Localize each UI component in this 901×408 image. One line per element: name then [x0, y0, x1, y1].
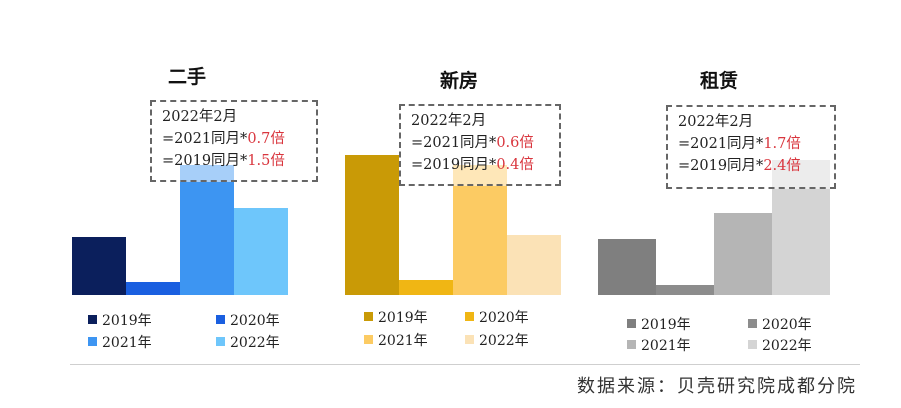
chart-2-annotation-vs-2021: =2021同月*0.6倍: [411, 132, 549, 154]
chart-1-legend-label-2: 2020年: [230, 313, 280, 329]
chart-2-title: 新房: [440, 70, 479, 92]
chart-2-legend-label-2: 2020年: [479, 310, 529, 326]
chart-2-annotation-vs-2019-ratio: 0.4倍: [496, 157, 534, 173]
chart-1-legend-item-2: 2020年: [216, 310, 280, 330]
chart-3-annotation-box: 2022年2月 =2021同月*1.7倍 =2019同月*2.4倍: [666, 105, 836, 189]
chart-3-legend-swatch-2: [748, 319, 757, 328]
chart-3-legend-label-1: 2019年: [641, 317, 691, 333]
chart-3-annotation-vs-2021-ratio: 1.7倍: [763, 136, 801, 152]
chart-1-annotation-box: 2022年2月 =2021同月*0.7倍 =2019同月*1.5倍: [150, 100, 318, 182]
chart-3-legend-swatch-1: [627, 319, 636, 328]
chart-3-title: 租赁: [700, 70, 739, 92]
chart-2-legend-swatch-1: [364, 312, 373, 321]
chart-1-legend-item-3: 2021年: [88, 332, 152, 352]
chart-1-bar-4: [234, 208, 288, 295]
chart-2-bar-3: [453, 165, 507, 295]
chart-3-legend-item-1: 2019年: [627, 314, 691, 334]
chart-3-annotation-vs-2019-ratio: 2.4倍: [763, 158, 801, 174]
chart-1-legend-label-4: 2022年: [230, 335, 280, 351]
chart-1-bar-1: [72, 237, 126, 295]
chart-1-annotation-vs-2021-label: =2021同月*: [162, 131, 248, 147]
chart-3-legend-label-4: 2022年: [762, 338, 812, 354]
chart-1-bar-3: [180, 165, 234, 295]
chart-1-title: 二手: [168, 66, 207, 88]
chart-3-annotation-vs-2021-label: =2021同月*: [678, 136, 764, 152]
chart-3-legend-item-4: 2022年: [748, 335, 812, 355]
chart-2-legend-swatch-4: [465, 335, 474, 344]
chart-2-annotation-date: 2022年2月: [411, 113, 487, 129]
chart-1-bar-2: [126, 282, 180, 295]
chart-2-bar-4: [507, 235, 561, 295]
chart-3-legend-item-2: 2020年: [748, 314, 812, 334]
chart-1-annotation-date: 2022年2月: [162, 109, 238, 125]
chart-2-bar-1: [345, 155, 399, 295]
chart-2-legend-item-3: 2021年: [364, 330, 428, 350]
chart-3-annotation-vs-2019-label: =2019同月*: [678, 158, 764, 174]
chart-2-bar-2: [399, 280, 453, 295]
chart-1-legend-swatch-1: [88, 315, 97, 324]
chart-2-legend-item-2: 2020年: [465, 307, 529, 327]
chart-1-annotation-vs-2019: =2019同月*1.5倍: [162, 150, 306, 172]
source-note: 数据来源：贝壳研究院成都分院: [577, 376, 857, 397]
chart-1-legend-swatch-3: [88, 337, 97, 346]
chart-2-legend-swatch-2: [465, 312, 474, 321]
chart-2-annotation-vs-2019-label: =2019同月*: [411, 157, 497, 173]
chart-3-legend-swatch-4: [748, 340, 757, 349]
chart-3-legend-swatch-3: [627, 340, 636, 349]
chart-2-legend-item-4: 2022年: [465, 330, 529, 350]
chart-2-legend-swatch-3: [364, 335, 373, 344]
chart-1-annotation-vs-2019-label: =2019同月*: [162, 153, 248, 169]
chart-1-legend-item-1: 2019年: [88, 310, 152, 330]
chart-3-annotation-date: 2022年2月: [678, 114, 754, 130]
chart-3-annotation-vs-2021: =2021同月*1.7倍: [678, 133, 824, 155]
chart-2-annotation-box: 2022年2月 =2021同月*0.6倍 =2019同月*0.4倍: [399, 104, 561, 186]
chart-3-legend-label-2: 2020年: [762, 317, 812, 333]
chart-3-bar-2: [656, 285, 714, 295]
chart-1-annotation-vs-2021: =2021同月*0.7倍: [162, 128, 306, 150]
chart-2-annotation-vs-2021-label: =2021同月*: [411, 135, 497, 151]
chart-1-annotation-vs-2019-ratio: 1.5倍: [247, 153, 285, 169]
chart-1-annotation-vs-2021-ratio: 0.7倍: [247, 131, 285, 147]
chart-3-legend-item-3: 2021年: [627, 335, 691, 355]
chart-2-annotation-vs-2019: =2019同月*0.4倍: [411, 154, 549, 176]
chart-3-annotation-vs-2019: =2019同月*2.4倍: [678, 155, 824, 177]
chart-3-bar-3: [714, 213, 772, 295]
chart-1-legend-label-1: 2019年: [102, 313, 152, 329]
chart-1-legend-swatch-2: [216, 315, 225, 324]
chart-2-legend-label-3: 2021年: [378, 333, 428, 349]
chart-2-legend-label-1: 2019年: [378, 310, 428, 326]
chart-1-legend-swatch-4: [216, 337, 225, 346]
chart-2-annotation-vs-2021-ratio: 0.6倍: [496, 135, 534, 151]
chart-2-legend-label-4: 2022年: [479, 333, 529, 349]
chart-3-legend-label-3: 2021年: [641, 338, 691, 354]
chart-1-legend-item-4: 2022年: [216, 332, 280, 352]
chart-3-bar-1: [598, 239, 656, 295]
chart-1-legend-label-3: 2021年: [102, 335, 152, 351]
chart-2-legend-item-1: 2019年: [364, 307, 428, 327]
footer-divider: [70, 364, 860, 365]
